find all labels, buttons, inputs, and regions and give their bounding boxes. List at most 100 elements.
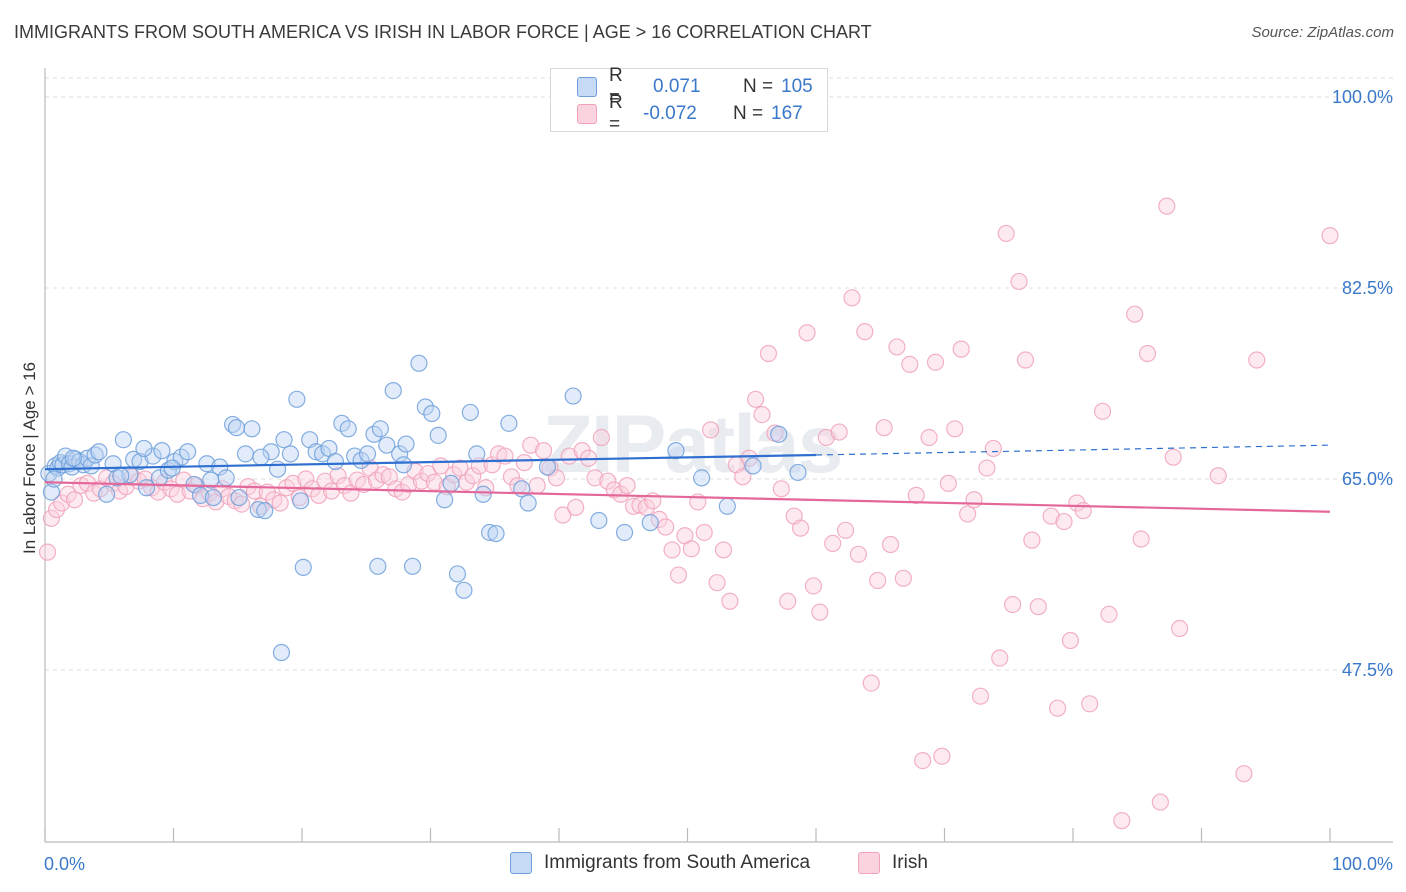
legend-item-irish[interactable]: Irish <box>858 852 928 874</box>
south-america-point <box>90 443 108 461</box>
irish-point <box>322 482 341 500</box>
irish-point <box>618 476 636 495</box>
irish-point <box>624 497 643 515</box>
watermark: ZIPatlas <box>543 399 841 490</box>
irish-point <box>271 494 289 512</box>
south-america-point <box>403 557 422 575</box>
south-america-point <box>429 426 447 444</box>
south-america-point <box>268 460 287 478</box>
legend-item-south-america[interactable]: Immigrants from South America <box>510 852 810 874</box>
y-tick-label: 65.0% <box>1342 469 1393 489</box>
irish-point <box>451 459 469 477</box>
south-america-point <box>131 452 149 471</box>
irish-point <box>747 390 765 408</box>
y-tick-label: 47.5% <box>1342 660 1393 680</box>
irish-point <box>175 471 193 489</box>
irish-point <box>721 592 739 610</box>
irish-point <box>939 474 957 492</box>
irish-point <box>1158 197 1176 215</box>
irish-point <box>502 468 521 486</box>
south-america-point <box>198 455 216 473</box>
irish-point <box>419 464 437 483</box>
south-america-point <box>590 511 608 530</box>
irish-point <box>464 467 482 485</box>
irish-point <box>310 486 328 504</box>
irish-point <box>592 428 611 447</box>
irish-point <box>1093 402 1112 420</box>
irish-point <box>65 491 84 509</box>
legend-r-label: R = <box>609 65 623 108</box>
irish-points <box>38 197 1339 830</box>
irish-point <box>920 428 938 447</box>
legend-swatch-blue <box>510 852 532 874</box>
y-tick-label: 82.5% <box>1342 278 1393 298</box>
irish-point <box>881 535 900 554</box>
y-tick-label: 100.0% <box>1332 87 1393 107</box>
irish-point <box>1042 507 1060 525</box>
south-america-point <box>789 463 807 482</box>
irish-point <box>72 476 90 495</box>
south-america-point <box>98 485 116 503</box>
irish-point <box>1010 272 1028 291</box>
south-america-point <box>339 420 357 438</box>
irish-point <box>1029 598 1047 616</box>
south-america-point <box>45 470 63 488</box>
south-america-point <box>358 445 377 463</box>
south-america-point <box>718 497 736 515</box>
south-america-point <box>243 420 261 438</box>
irish-point <box>926 353 945 371</box>
legend-swatch-pink <box>577 104 597 124</box>
irish-point <box>1171 619 1189 638</box>
south-america-point <box>442 474 460 492</box>
legend-row-irish: R = -0.072 N = 167 <box>577 92 803 135</box>
irish-point <box>875 419 893 437</box>
south-america-point <box>249 500 267 519</box>
irish-point <box>734 468 752 486</box>
irish-point <box>1081 695 1099 713</box>
irish-point <box>682 540 700 558</box>
y-axis-label: In Labor Force | Age > 16 <box>20 362 39 554</box>
irish-point <box>599 472 617 490</box>
south-america-point <box>307 443 325 461</box>
irish-point <box>42 509 61 527</box>
south-america-point <box>384 381 402 400</box>
axes <box>44 68 1393 843</box>
irish-point <box>753 406 771 424</box>
irish-point <box>997 224 1015 243</box>
irish-point <box>759 344 778 363</box>
y-tick-labels: 47.5% 65.0% 82.5% 100.0% <box>1332 87 1393 680</box>
irish-point <box>586 469 604 487</box>
irish-point <box>1151 793 1169 811</box>
irish-point <box>1132 530 1150 548</box>
south-america-point <box>448 565 467 583</box>
irish-point <box>515 454 533 472</box>
south-america-point <box>326 452 345 471</box>
south-america-point <box>163 459 181 477</box>
south-america-point <box>693 469 711 487</box>
irish-point <box>1113 812 1131 830</box>
chart-title: IMMIGRANTS FROM SOUTH AMERICA VS IRISH I… <box>14 22 872 42</box>
south-america-point <box>744 457 762 475</box>
south-america-point <box>252 448 270 466</box>
legend-label-south-america: Immigrants from South America <box>544 852 811 873</box>
south-america-point <box>538 458 557 476</box>
irish-point <box>38 543 57 561</box>
irish-point <box>528 476 546 495</box>
irish-point <box>804 577 823 595</box>
irish-point <box>1235 765 1253 783</box>
south-america-point <box>292 492 310 510</box>
irish-point <box>901 355 919 373</box>
irish-point <box>824 534 842 552</box>
south-america-trend-line <box>44 453 817 471</box>
south-america-point <box>474 485 492 503</box>
irish-point <box>1048 699 1067 717</box>
irish-point <box>631 496 649 514</box>
south-america-point <box>615 523 634 542</box>
irish-point <box>53 494 71 512</box>
south-america-point <box>230 488 248 507</box>
south-america-point <box>82 457 100 475</box>
irish-point <box>1055 512 1073 531</box>
south-america-point <box>114 431 132 449</box>
south-america-trend-extension <box>815 444 1331 456</box>
south-america-point <box>770 425 788 443</box>
